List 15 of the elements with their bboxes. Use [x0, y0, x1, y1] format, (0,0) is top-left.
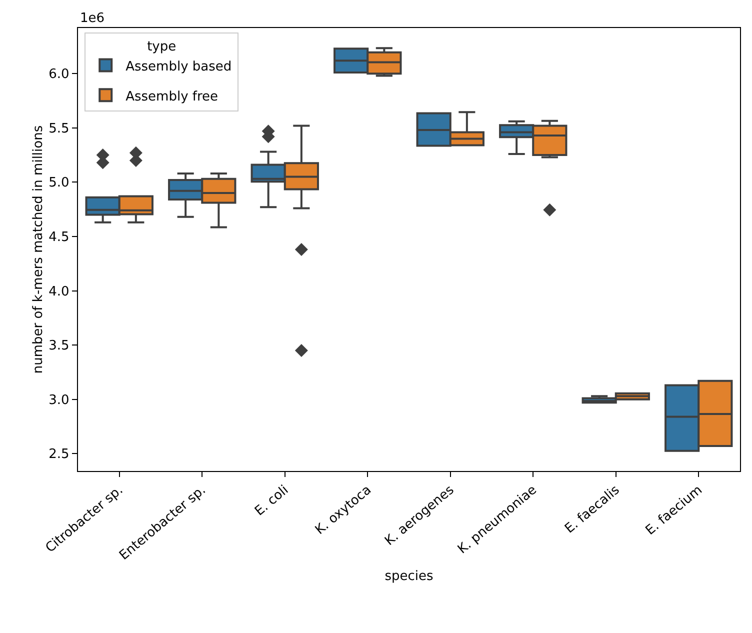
legend-label: Assembly free	[126, 89, 218, 104]
text: 1e6	[80, 11, 105, 26]
y-tick-label: 6.0	[48, 67, 70, 82]
legend-label: Assembly based	[126, 59, 232, 74]
y-tick-label: 4.0	[48, 284, 70, 300]
y-tick-label: 3.0	[48, 392, 70, 408]
x-tick-label: E. coli	[252, 482, 292, 520]
y-axis-title: number of k-mers matched in millions	[30, 125, 46, 374]
legend-title: type	[147, 39, 176, 54]
y-tick-label: 3.5	[48, 338, 70, 354]
y-tick-label: 4.5	[48, 230, 70, 246]
y-tick-label: 5.0	[48, 176, 70, 191]
y-tick-label: 5.5	[48, 121, 70, 136]
x-axis-title: species	[384, 569, 434, 584]
y-tick-label: 2.5	[48, 447, 70, 462]
